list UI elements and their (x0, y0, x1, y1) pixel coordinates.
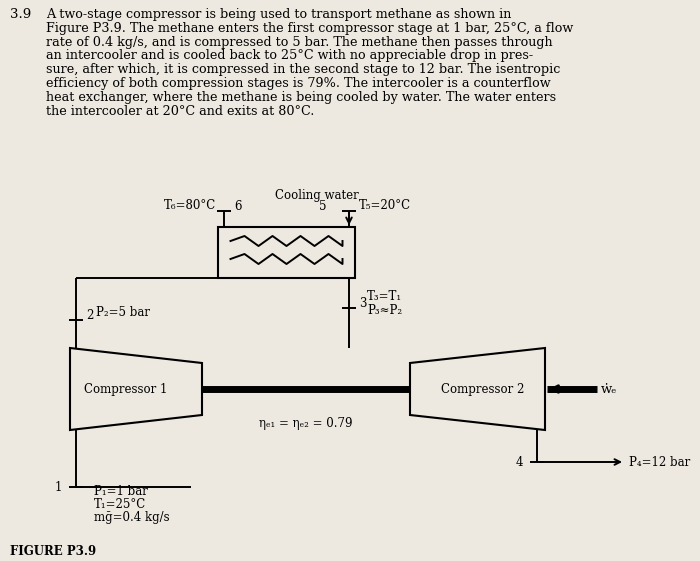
Text: FIGURE P3.9: FIGURE P3.9 (10, 545, 96, 558)
Text: T₆=80°C: T₆=80°C (164, 199, 216, 211)
Text: P₄=12 bar: P₄=12 bar (629, 456, 690, 468)
Text: 5: 5 (319, 200, 327, 213)
Text: A two-stage compressor is being used to transport methane as shown in: A two-stage compressor is being used to … (46, 8, 512, 21)
Text: Cooling water: Cooling water (274, 189, 358, 202)
Text: rate of 0.4 kg/s, and is compressed to 5 bar. The methane then passes through: rate of 0.4 kg/s, and is compressed to 5… (46, 35, 552, 49)
Text: 4: 4 (515, 456, 523, 468)
Text: Figure P3.9. The methane enters the first compressor stage at 1 bar, 25°C, a flo: Figure P3.9. The methane enters the firs… (46, 22, 573, 35)
Text: an intercooler and is cooled back to 25°C with no appreciable drop in pres-: an intercooler and is cooled back to 25°… (46, 49, 533, 62)
Bar (218, 227, 355, 278)
Text: efficiency of both compression stages is 79%. The intercooler is a counterflow: efficiency of both compression stages is… (46, 77, 551, 90)
Text: heat exchanger, where the methane is being cooled by water. The water enters: heat exchanger, where the methane is bei… (46, 91, 556, 104)
Text: ẇₑ: ẇₑ (601, 383, 617, 396)
Text: 1: 1 (55, 481, 62, 494)
Text: Compressor 2: Compressor 2 (441, 383, 524, 396)
Text: P₂=5 bar: P₂=5 bar (96, 306, 150, 319)
Text: sure, after which, it is compressed in the second stage to 12 bar. The isentropi: sure, after which, it is compressed in t… (46, 63, 561, 76)
Text: the intercooler at 20°C and exits at 80°C.: the intercooler at 20°C and exits at 80°… (46, 104, 314, 118)
Text: 3: 3 (359, 297, 367, 310)
Text: 2: 2 (86, 309, 93, 321)
Text: T₅=20°C: T₅=20°C (359, 199, 411, 211)
Text: Compressor 1: Compressor 1 (84, 383, 168, 396)
Text: 6: 6 (234, 200, 241, 213)
Text: ηₑ₁ = ηₑ₂ = 0.79: ηₑ₁ = ηₑ₂ = 0.79 (259, 417, 353, 430)
Text: P₃≈P₂: P₃≈P₂ (367, 304, 402, 317)
Text: T₃=T₁: T₃=T₁ (367, 290, 402, 303)
Text: T₁=25°C: T₁=25°C (94, 498, 146, 511)
Text: 3.9: 3.9 (10, 8, 32, 21)
Text: mḡ=0.4 kg/s: mḡ=0.4 kg/s (94, 511, 169, 524)
Text: P₁=1 bar: P₁=1 bar (94, 485, 148, 498)
